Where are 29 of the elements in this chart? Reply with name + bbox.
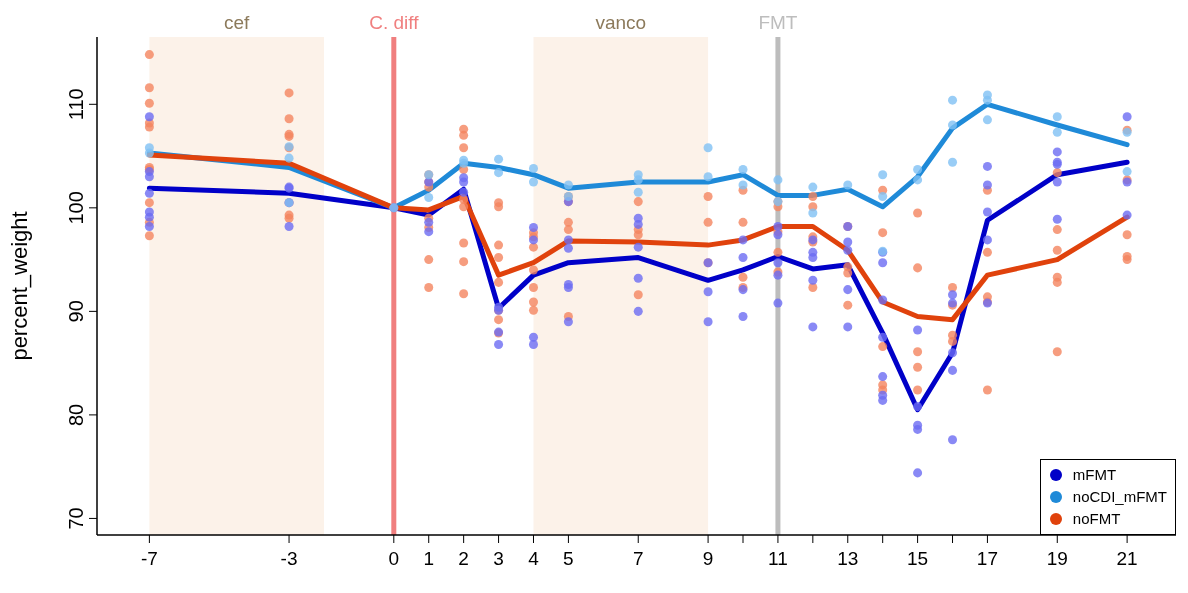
- band-label: vanco: [595, 12, 647, 33]
- y-tick-label: 110: [65, 88, 87, 121]
- x-tick-label: 3: [493, 548, 504, 569]
- x-tick-label: 19: [1046, 548, 1068, 569]
- x-tick-label: 5: [563, 548, 574, 569]
- legend-label: noFMT: [1072, 509, 1121, 529]
- legend-label: mFMT: [1072, 465, 1117, 485]
- y-tick-label: 80: [65, 403, 87, 427]
- legend-label: noCDI_mFMT: [1072, 487, 1167, 507]
- x-tick-label: 17: [976, 548, 999, 569]
- x-tick-label: 2: [458, 548, 469, 569]
- x-tick-label: 0: [388, 548, 400, 569]
- x-tick-label: 4: [528, 548, 540, 569]
- y-tick-label: 100: [65, 191, 87, 225]
- x-tick-label: -7: [140, 548, 158, 569]
- x-tick-label: 15: [907, 548, 929, 569]
- x-tick-label: 9: [702, 548, 714, 569]
- ref-line-label: C. diff: [369, 12, 420, 33]
- x-tick-label: 11: [768, 548, 788, 569]
- x-tick-label: 1: [423, 548, 435, 569]
- band-label: cef: [224, 12, 251, 33]
- ref-line-label: FMT: [758, 12, 798, 33]
- x-tick-label: 7: [632, 548, 644, 569]
- y-tick-label: 70: [65, 507, 87, 530]
- y-tick-label: 90: [65, 300, 87, 323]
- y-axis-title: percent_weight: [6, 211, 32, 361]
- x-tick-label: 21: [1116, 548, 1138, 569]
- x-tick-label: -3: [280, 548, 298, 569]
- x-tick-label: 13: [837, 548, 859, 569]
